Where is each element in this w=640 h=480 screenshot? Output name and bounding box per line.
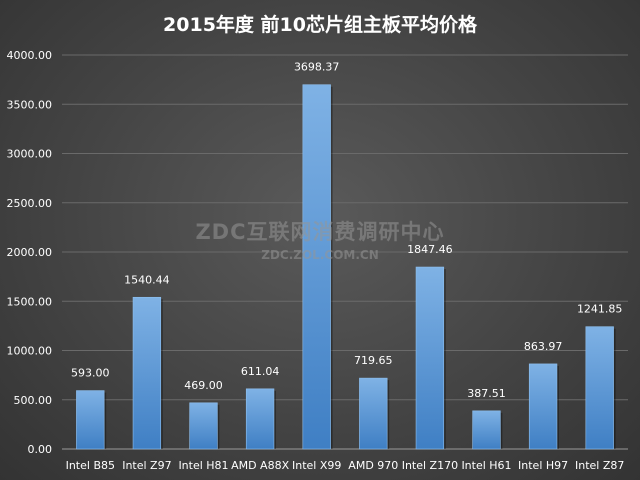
x-category-label: Intel H81 bbox=[178, 459, 228, 472]
x-category-label: Intel Z170 bbox=[402, 459, 458, 472]
bar bbox=[132, 296, 162, 450]
watermark: ZDC互联网消费调研中心 ZDC.ZOL.COM.CN bbox=[180, 216, 460, 262]
bars: 593.00 1540.44 469.00 611.04 3698.37 719.65 18… bbox=[71, 61, 623, 450]
y-tick-label: 0.00 bbox=[28, 443, 53, 456]
bar bbox=[472, 410, 501, 450]
data-label: 1241.85 bbox=[577, 303, 623, 316]
x-category-label: Intel Z87 bbox=[575, 459, 624, 472]
bar bbox=[359, 377, 388, 450]
gridlines bbox=[62, 54, 628, 450]
data-label: 1847.46 bbox=[407, 243, 453, 256]
x-category-label: Intel B85 bbox=[66, 459, 115, 472]
data-label: 719.65 bbox=[354, 354, 393, 367]
y-tick-label: 4000.00 bbox=[7, 49, 53, 62]
y-tick-label: 500.00 bbox=[14, 394, 53, 407]
data-label: 611.04 bbox=[241, 365, 280, 378]
bar bbox=[76, 390, 105, 450]
y-tick-label: 1000.00 bbox=[7, 345, 53, 358]
bar bbox=[528, 363, 558, 450]
y-tick-label: 2000.00 bbox=[7, 246, 53, 259]
data-label: 469.00 bbox=[184, 379, 223, 392]
data-label: 1540.44 bbox=[124, 273, 170, 286]
watermark-main-text: ZDC互联网消费调研中心 bbox=[195, 220, 445, 244]
bar bbox=[245, 388, 275, 450]
bar bbox=[415, 266, 445, 450]
x-category-label: AMD A88X bbox=[231, 459, 290, 472]
data-label: 863.97 bbox=[524, 340, 563, 353]
x-category-label: Intel Z97 bbox=[122, 459, 171, 472]
y-tick-label: 1500.00 bbox=[7, 295, 53, 308]
y-tick-label: 2500.00 bbox=[7, 197, 53, 210]
data-label: 3698.37 bbox=[294, 61, 340, 74]
bar bbox=[302, 84, 331, 450]
y-tick-label: 3500.00 bbox=[7, 98, 53, 111]
y-axis: 0.00 500.00 1000.00 1500.00 2000.00 2500.00 30… bbox=[7, 49, 53, 456]
chart-title: 2015年度 前10芯片组主板平均价格 bbox=[163, 14, 477, 36]
x-category-label: Intel X99 bbox=[292, 459, 341, 472]
data-label: 593.00 bbox=[71, 367, 110, 380]
bar bbox=[585, 326, 614, 450]
x-category-label: Intel H97 bbox=[518, 459, 568, 472]
y-tick-label: 3000.00 bbox=[7, 148, 53, 161]
x-category-label: AMD 970 bbox=[348, 459, 398, 472]
x-category-label: Intel H61 bbox=[461, 459, 511, 472]
data-label: 387.51 bbox=[467, 387, 506, 400]
watermark-url-text: ZDC.ZOL.COM.CN bbox=[261, 248, 379, 262]
bar bbox=[189, 402, 218, 450]
x-axis: Intel B85 Intel Z97 Intel H81 AMD A88X Intel… bbox=[66, 459, 625, 472]
